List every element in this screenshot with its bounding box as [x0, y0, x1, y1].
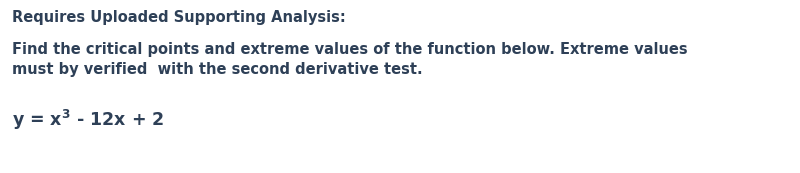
- Text: Requires Uploaded Supporting Analysis:: Requires Uploaded Supporting Analysis:: [12, 10, 346, 25]
- Text: Find the critical points and extreme values of the function below. Extreme value: Find the critical points and extreme val…: [12, 42, 688, 57]
- Text: y = x$^{\mathbf{3}}$ - 12x + 2: y = x$^{\mathbf{3}}$ - 12x + 2: [12, 108, 164, 132]
- Text: must by verified  with the second derivative test.: must by verified with the second derivat…: [12, 62, 422, 77]
